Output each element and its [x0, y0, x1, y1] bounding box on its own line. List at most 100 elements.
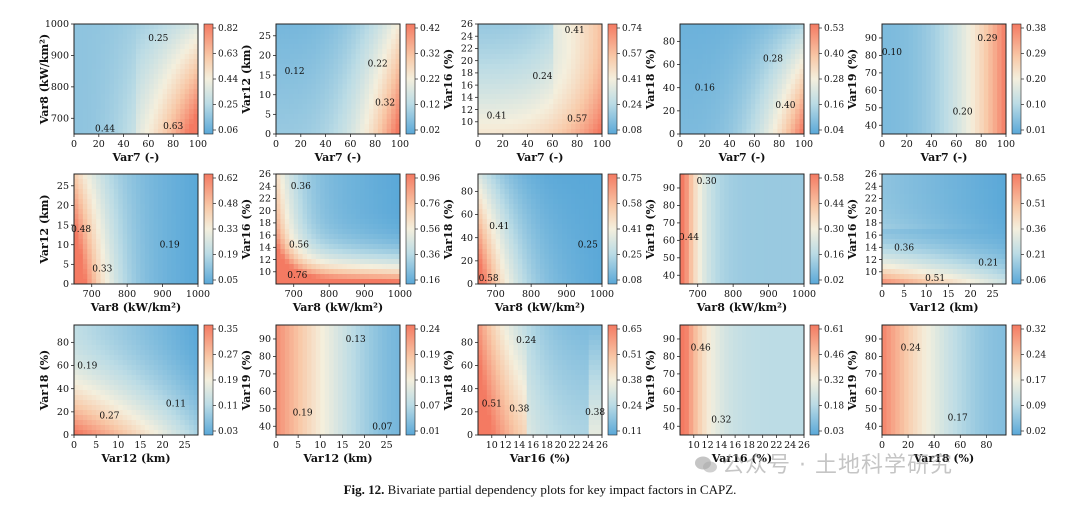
heat-cell [500, 109, 505, 115]
heat-cell [957, 109, 963, 115]
heat-cell [162, 249, 168, 255]
heat-cell [193, 204, 199, 210]
heat-cell [486, 129, 492, 135]
heat-cell [746, 69, 752, 75]
heat-cell [957, 34, 963, 40]
heat-cell [162, 174, 168, 180]
heat-cell [276, 194, 281, 200]
heat-cell [504, 129, 510, 135]
heat-cell [298, 49, 303, 55]
heat-cell [360, 189, 365, 195]
heat-cell [733, 24, 738, 30]
heat-cell [509, 29, 514, 35]
heat-cell [944, 129, 949, 135]
heat-cell [302, 199, 308, 205]
heat-cell [153, 234, 159, 240]
heat-cell [504, 239, 510, 245]
heat-cell [82, 194, 88, 200]
heat-cell [500, 24, 505, 30]
heat-cell [193, 29, 199, 35]
heat-cell [127, 269, 132, 275]
heat-cell [957, 89, 963, 95]
heat-cell [517, 34, 523, 40]
heat-cell [557, 84, 563, 90]
heat-cell [509, 129, 514, 135]
heat-cell [715, 24, 721, 30]
heat-cell [588, 24, 594, 30]
heat-cell [315, 79, 321, 85]
heat-cell [733, 119, 738, 125]
heat-cell [382, 239, 388, 245]
heat-cell [531, 114, 536, 120]
heat-cell [351, 244, 357, 250]
heat-cell [284, 114, 290, 120]
heat-cell [509, 99, 514, 105]
heat-cell [351, 229, 357, 235]
heat-cell [579, 89, 585, 95]
heat-cell [131, 199, 137, 205]
heat-cell [369, 89, 374, 95]
heat-cell [298, 244, 303, 250]
heat-cell [373, 259, 379, 265]
heat-cell [509, 94, 514, 100]
heat-cell [189, 129, 194, 135]
heat-cell [342, 214, 348, 220]
heat-cell [948, 119, 954, 125]
heat-cell [504, 99, 510, 105]
heat-cell [136, 24, 141, 30]
heat-cell [162, 214, 168, 220]
heat-cell [184, 74, 190, 80]
heat-cell [544, 249, 550, 255]
heat-cell [382, 34, 388, 40]
heat-cell [948, 64, 954, 70]
heat-cell [346, 119, 352, 125]
heat-cell [486, 204, 492, 210]
heat-cell [311, 254, 317, 260]
contour-label: 0.20 [953, 107, 973, 117]
heat-cell [382, 199, 388, 205]
heat-cell [284, 64, 290, 70]
heat-cell [500, 279, 505, 285]
heat-cell [307, 34, 312, 40]
heat-cell [386, 254, 392, 260]
heat-cell [795, 34, 800, 40]
heat-cell [289, 69, 295, 75]
heat-cell [513, 274, 519, 280]
heat-cell [719, 129, 725, 135]
heat-cell [517, 224, 523, 230]
heat-cell [500, 229, 505, 235]
y-tick-label: 16 [461, 80, 473, 91]
heat-cell [750, 49, 756, 55]
heat-cell [136, 199, 141, 205]
heat-cell [728, 34, 734, 40]
heat-cell [557, 109, 563, 115]
heat-cell [342, 239, 348, 245]
heat-cell [997, 119, 1002, 125]
heat-cell [364, 244, 370, 250]
heat-cell [522, 64, 528, 70]
heat-cell [553, 74, 559, 80]
heat-cell [346, 54, 352, 60]
heat-cell [289, 119, 295, 125]
heat-cell [535, 249, 541, 255]
heat-cell [342, 129, 348, 135]
heat-cell [548, 84, 554, 90]
y-tick-label: 10 [57, 240, 69, 251]
heat-cell [153, 104, 159, 110]
heat-cell [939, 99, 945, 105]
heat-cell [189, 214, 194, 220]
heat-cell [158, 79, 163, 85]
heat-cell [1001, 54, 1007, 60]
heat-cell [369, 184, 374, 190]
heat-cell [970, 59, 976, 65]
heat-cell [373, 269, 379, 275]
heat-cell [78, 254, 84, 260]
heat-cell [136, 89, 141, 95]
heat-cell [491, 124, 497, 130]
x-tick-label: 60 [344, 139, 356, 150]
heat-cell [329, 269, 334, 275]
heat-cell [988, 29, 994, 35]
heat-cell [895, 24, 901, 30]
heat-cell [91, 214, 97, 220]
heat-cell [970, 89, 976, 95]
